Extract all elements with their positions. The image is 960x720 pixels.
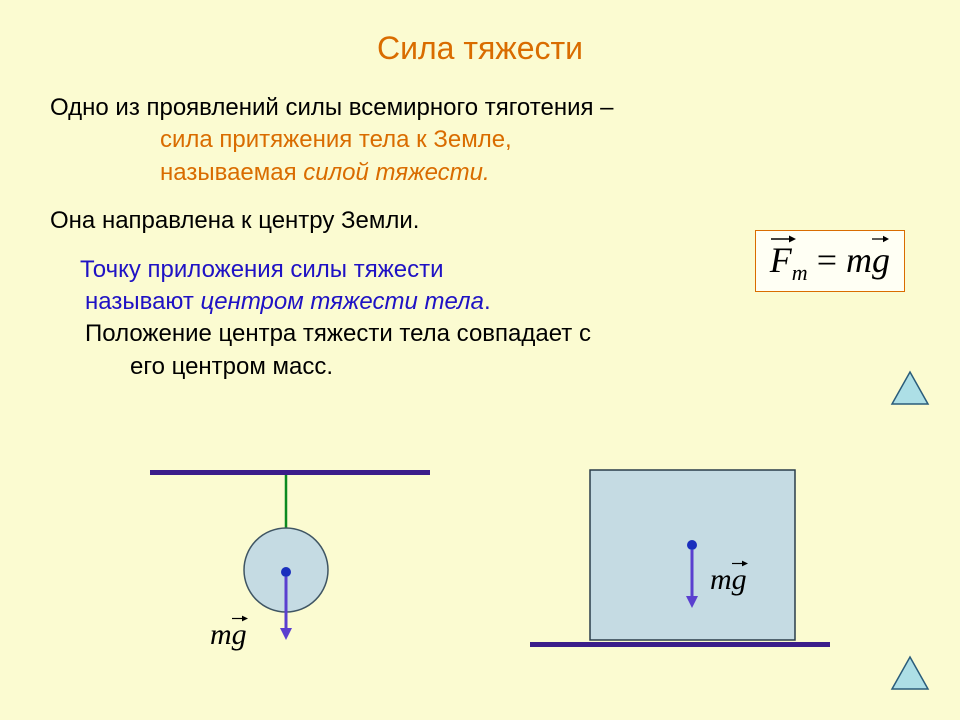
text-line-6b: его центром масс. — [50, 351, 910, 383]
text-line-1: Одно из проявлений силы всемирного тягот… — [50, 92, 910, 124]
formula-F: F — [770, 240, 792, 280]
mg1-m: m — [210, 618, 232, 651]
l5-plain: называют — [85, 288, 201, 315]
vector-arrow-icon — [871, 234, 889, 244]
text-line-2b: называемая силой тяжести. — [50, 157, 910, 189]
formula-eq: = — [808, 240, 846, 280]
text-line-6a: Положение центра тяжести тела совпадает … — [50, 318, 910, 350]
mg2-m: m — [710, 563, 732, 596]
slide: Сила тяжести Одно из проявлений силы все… — [0, 0, 960, 720]
l2b-plain: называемая — [160, 159, 303, 186]
slide-title: Сила тяжести — [50, 30, 910, 67]
formula: Fт = mg — [770, 240, 890, 280]
formula-m: m — [846, 240, 872, 280]
mg-label-block: mg — [710, 563, 747, 597]
l2b-italic: силой тяжести. — [303, 159, 489, 186]
l5-italic: центром тяжести тела — [201, 288, 484, 315]
mg-label-pendulum: mg — [210, 618, 247, 652]
formula-g: g — [872, 240, 890, 280]
vector-arrow-icon — [231, 614, 248, 623]
formula-sub: т — [792, 260, 808, 285]
text-line-2a: сила притяжения тела к Земле, — [50, 124, 910, 156]
l5-end: . — [484, 288, 491, 315]
vector-arrow-icon — [731, 559, 748, 568]
nav-triangle-icon[interactable] — [890, 655, 930, 691]
formula-box: Fт = mg — [755, 230, 905, 292]
vector-arrow-icon — [770, 234, 796, 244]
nav-triangle-icon[interactable] — [890, 370, 930, 406]
